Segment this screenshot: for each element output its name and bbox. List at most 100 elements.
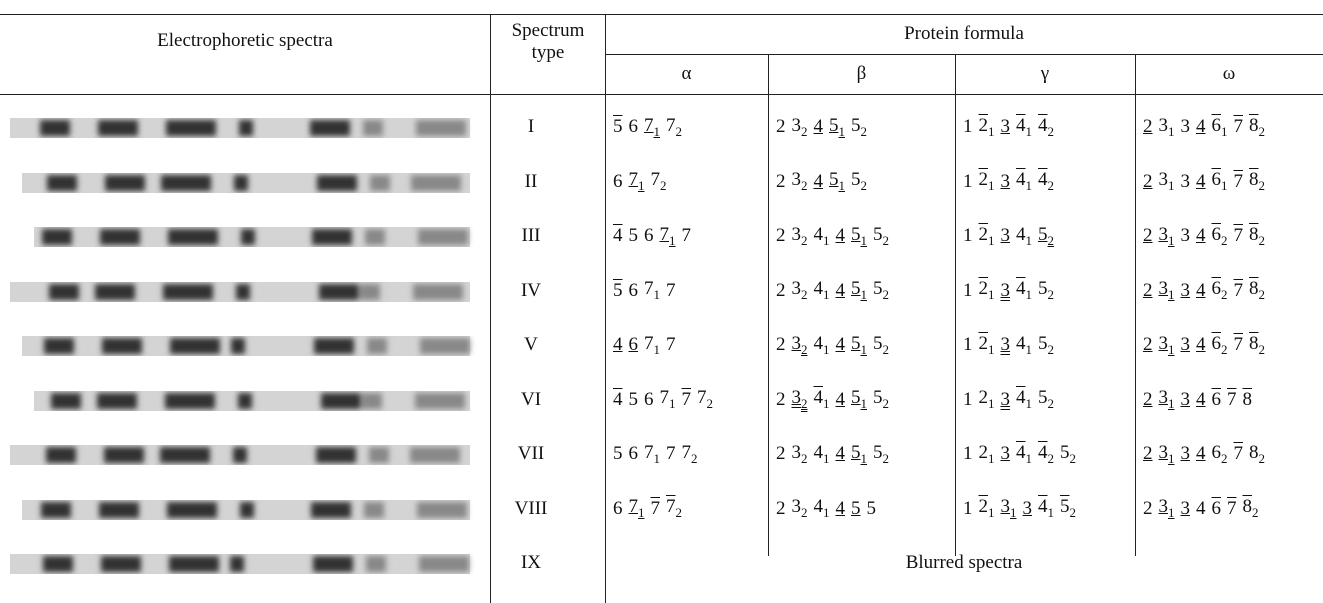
formula-token: 7 xyxy=(1234,116,1244,138)
digit: 7 xyxy=(682,225,692,246)
spectrum-type: VI xyxy=(491,373,571,428)
digit: 3 xyxy=(1023,498,1033,519)
formula-token: 4 xyxy=(1196,171,1206,193)
formula-token: 51 xyxy=(829,169,845,194)
digit: 7 xyxy=(660,387,670,408)
subscript: 2 xyxy=(691,451,698,466)
digit: 3 xyxy=(1181,498,1191,519)
digit: 4 xyxy=(1196,171,1206,192)
formula-token: 3 xyxy=(1023,498,1033,520)
formula-token: 31 xyxy=(1159,224,1175,249)
formula-token: 72 xyxy=(666,115,682,140)
formula-token: 3 xyxy=(1001,225,1011,247)
formula-token: 1 xyxy=(963,389,973,411)
digit: 4 xyxy=(836,389,846,410)
formula-token: 1 xyxy=(963,498,973,520)
formula-token: 3 xyxy=(1181,171,1191,193)
digit: 1 xyxy=(963,171,973,192)
digit: 5 xyxy=(873,278,883,299)
formula-token: 4 xyxy=(1196,225,1206,247)
subscript: 1 xyxy=(988,396,995,411)
formula-token: 21 xyxy=(979,442,995,467)
subscript: 1 xyxy=(1168,124,1175,139)
digit: 6 xyxy=(1212,224,1222,245)
formula-token: 31 xyxy=(1159,169,1175,194)
formula-token: 21 xyxy=(979,496,995,521)
digit: 2 xyxy=(979,442,989,463)
subscript: 2 xyxy=(801,396,808,411)
digit: 4 xyxy=(1016,333,1026,354)
subscript: 2 xyxy=(861,178,868,193)
formula-token: 51 xyxy=(829,115,845,140)
formula-token: 4 xyxy=(836,225,846,247)
digit: 5 xyxy=(873,442,883,463)
digit: 3 xyxy=(792,442,802,463)
digit: 2 xyxy=(776,225,786,246)
formula-token: 2 xyxy=(1143,498,1153,520)
digit: 7 xyxy=(682,389,692,410)
digit: 6 xyxy=(1212,115,1222,136)
digit: 3 xyxy=(1001,171,1011,192)
digit: 2 xyxy=(776,334,786,355)
digit: 7 xyxy=(1234,225,1244,246)
formula-token: 42 xyxy=(1038,442,1054,467)
formula-token: 82 xyxy=(1249,169,1265,194)
formula-token: 7 xyxy=(651,498,661,520)
spectrum-image xyxy=(10,385,480,415)
formula-token: 3 xyxy=(1001,443,1011,465)
digit: 6 xyxy=(613,171,623,192)
formula-token: 6 xyxy=(629,443,639,465)
formula-token: 4 xyxy=(814,171,824,193)
digit: 4 xyxy=(814,333,824,354)
formula: 2324145152 xyxy=(776,209,895,264)
subscript: 2 xyxy=(1259,342,1266,357)
subscript: 2 xyxy=(676,505,683,520)
digit: 6 xyxy=(613,498,623,519)
formula-token: 52 xyxy=(851,169,867,194)
formula: 23134678 xyxy=(1143,373,1258,428)
formula-token: 31 xyxy=(1159,278,1175,303)
subscript: 1 xyxy=(1168,342,1175,357)
digit: 3 xyxy=(792,115,802,136)
digit: 4 xyxy=(1038,169,1048,190)
subscript: 1 xyxy=(1026,396,1033,411)
subscript: 1 xyxy=(1026,342,1033,357)
subscript: 2 xyxy=(801,178,808,193)
formula-token: 1 xyxy=(963,171,973,193)
formula-token: 2 xyxy=(776,171,786,193)
digit: 2 xyxy=(1143,225,1153,246)
formula-token: 52 xyxy=(1038,278,1054,303)
spectrum-image xyxy=(10,548,480,578)
formula-token: 1 xyxy=(963,225,973,247)
formula-token: 62 xyxy=(1212,442,1228,467)
digit: 3 xyxy=(792,278,802,299)
formula-token: 31 xyxy=(1159,442,1175,467)
digit: 4 xyxy=(1038,442,1048,463)
digit: 3 xyxy=(1159,333,1169,354)
digit: 5 xyxy=(1060,496,1070,517)
formula-token: 31 xyxy=(1001,496,1017,521)
formula-token: 3 xyxy=(1181,443,1191,465)
digit: 2 xyxy=(776,280,786,301)
formula-token: 21 xyxy=(979,115,995,140)
formula-token: 2 xyxy=(776,280,786,302)
formula-token: 71 xyxy=(644,115,660,140)
digit: 2 xyxy=(979,333,989,354)
spectrum-image xyxy=(10,276,480,306)
formula-token: 8 xyxy=(1243,389,1253,411)
digit: 4 xyxy=(1196,389,1206,410)
header: β xyxy=(768,54,955,94)
table-page: Electrophoretic spectra Spectrum type Pr… xyxy=(0,0,1323,603)
formula-token: 71 xyxy=(629,496,645,521)
digit: 7 xyxy=(644,333,654,354)
subscript: 2 xyxy=(1221,342,1228,357)
digit: 3 xyxy=(1001,443,1011,464)
formula-token: 7 xyxy=(1227,498,1237,520)
formula: 46717 xyxy=(613,318,682,373)
subscript: 1 xyxy=(1026,124,1033,139)
digit: 5 xyxy=(629,225,639,246)
digit: 7 xyxy=(1234,171,1244,192)
digit: 7 xyxy=(1234,116,1244,137)
